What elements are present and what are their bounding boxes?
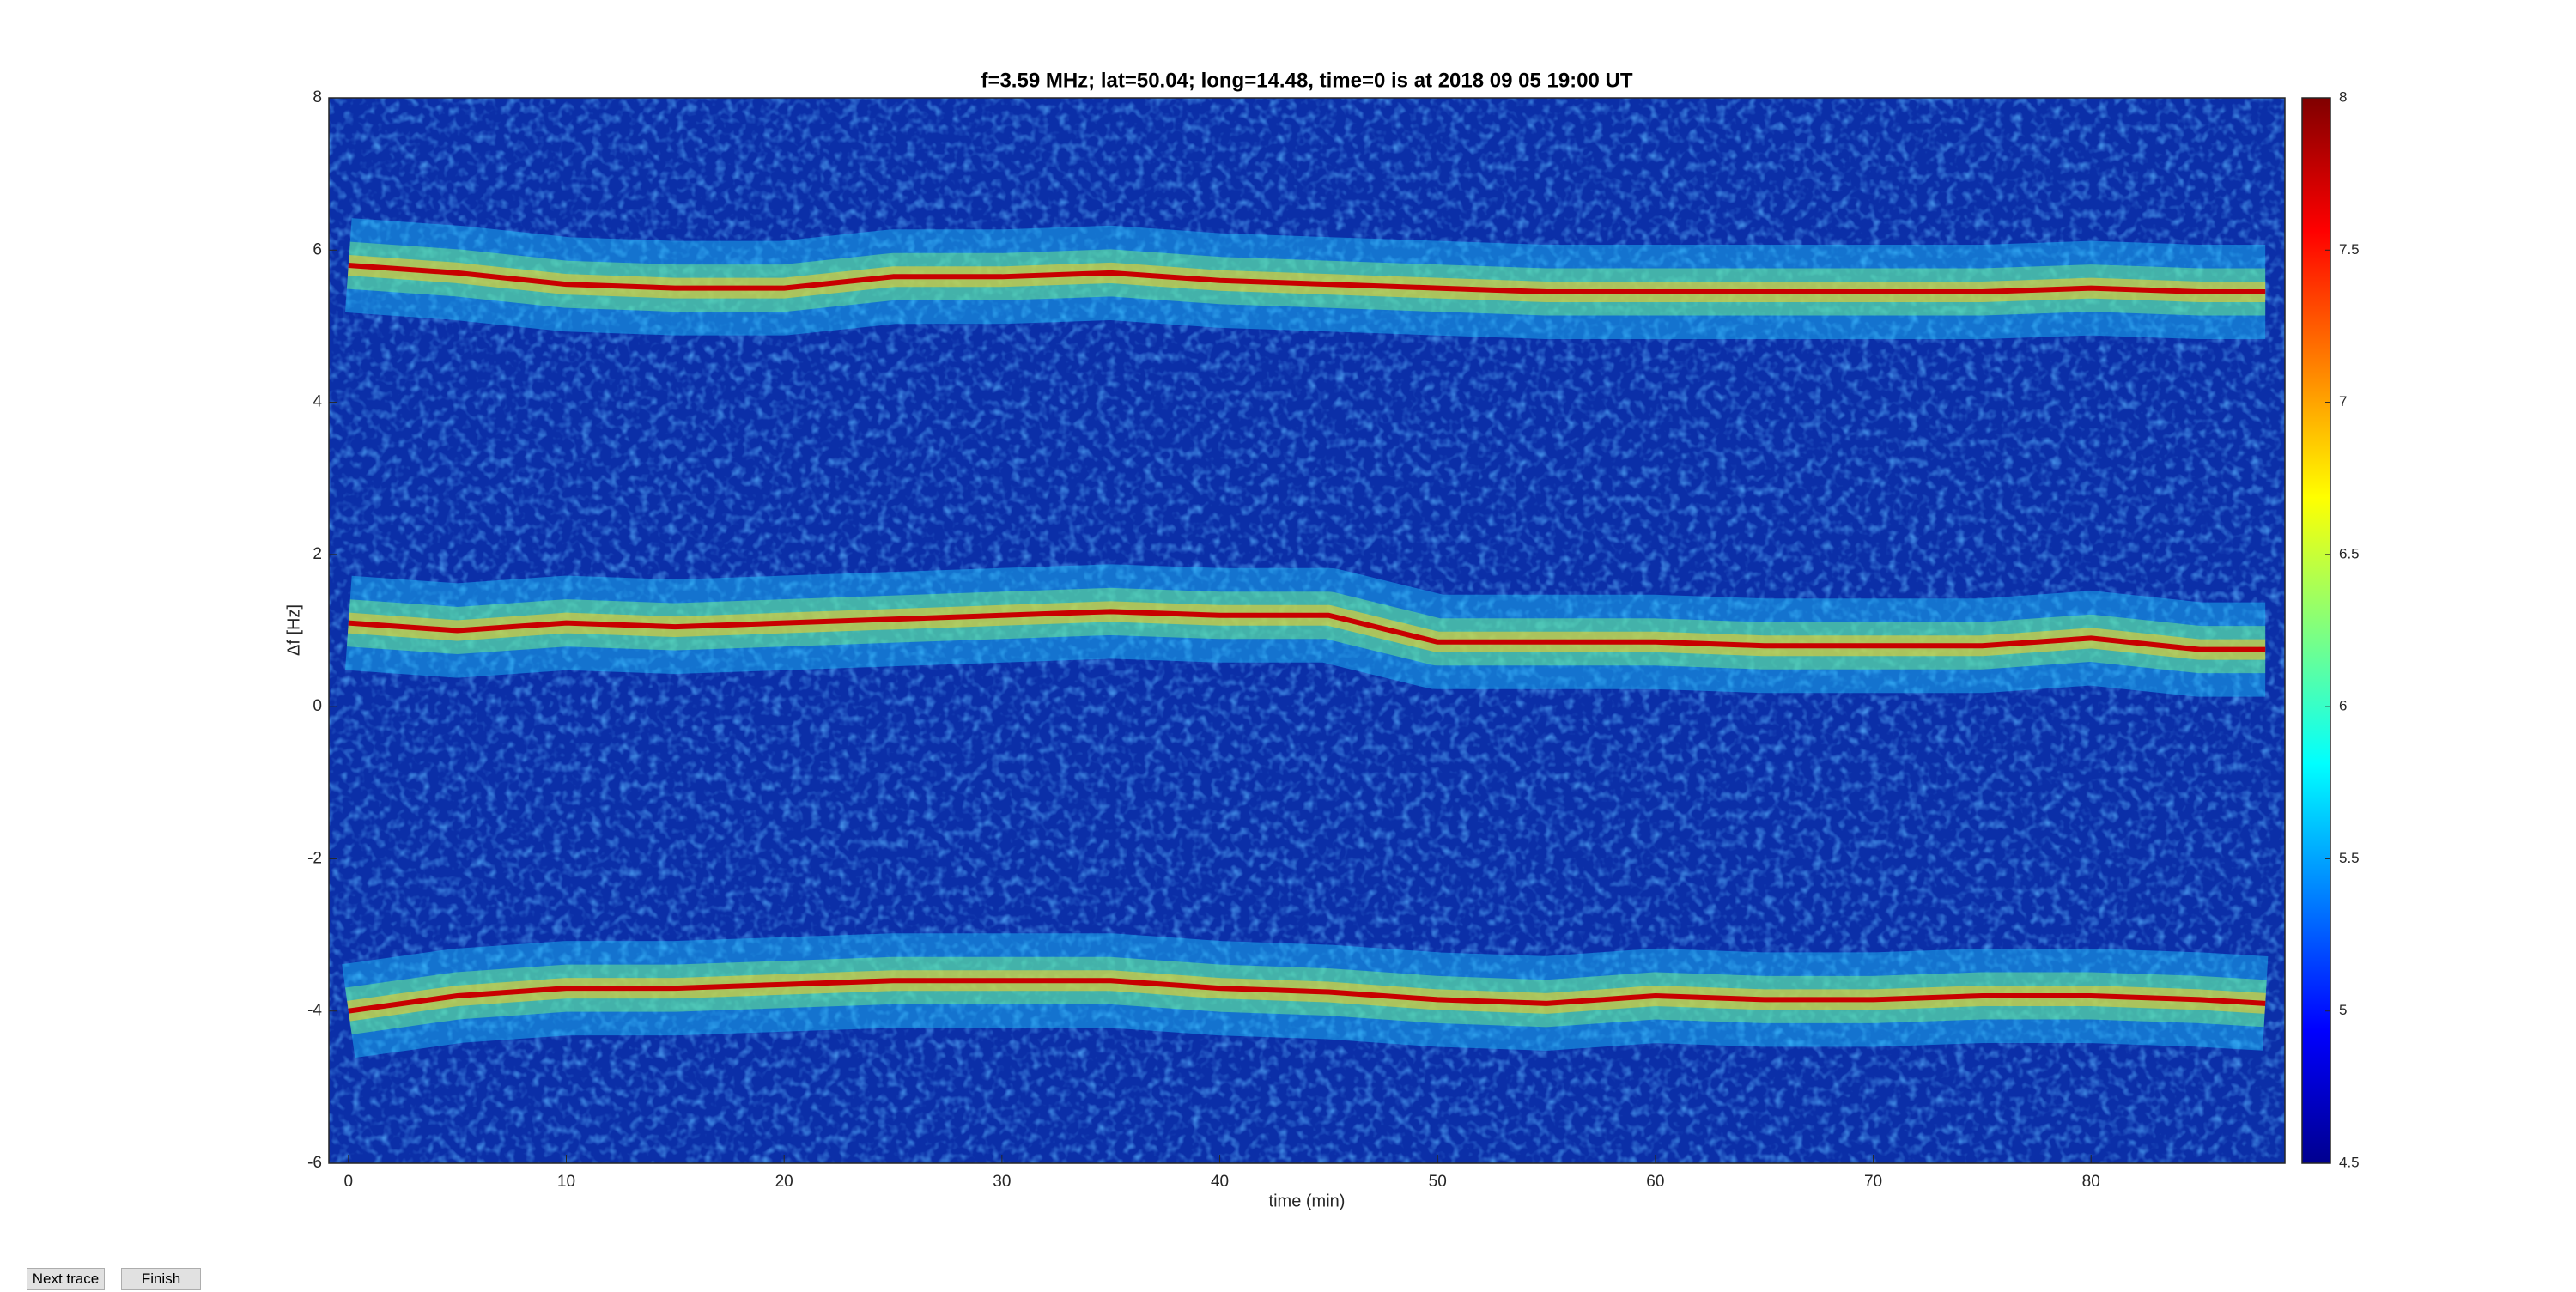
figure: f=3.59 MHz; lat=50.04; long=14.48, time=… [284, 69, 2360, 1210]
finish-button[interactable]: Finish [121, 1268, 201, 1290]
y-tick-label: 2 [313, 545, 322, 563]
x-tick-label: 60 [1646, 1173, 1664, 1191]
y-tick-label: -4 [307, 1002, 322, 1020]
colorbar-tick-label: 4.5 [2339, 1154, 2360, 1170]
trace [348, 263, 2266, 295]
colorbar-tick-label: 6.5 [2339, 545, 2360, 561]
y-tick-label: 8 [313, 88, 322, 106]
y-tick-label: 0 [313, 697, 322, 715]
next-trace-button[interactable]: Next trace [27, 1268, 105, 1290]
y-tick-label: 6 [313, 240, 322, 258]
y-axis-label: Δf [Hz] [284, 604, 303, 656]
colorbar-tick-label: 5.5 [2339, 850, 2360, 866]
colorbar [2301, 97, 2331, 1164]
x-tick-label: 30 [993, 1173, 1011, 1191]
x-tick-label: 80 [2082, 1173, 2100, 1191]
x-tick-label: 10 [557, 1173, 575, 1191]
colorbar-tick-label: 6 [2339, 698, 2347, 714]
x-axis-label: time (min) [1269, 1192, 1346, 1210]
colorbar-tick-label: 7 [2339, 393, 2347, 409]
y-tick-label: -6 [307, 1154, 322, 1172]
colorbar-tick-label: 7.5 [2339, 241, 2360, 258]
trace [348, 609, 2266, 652]
x-tick-label: 70 [1864, 1173, 1882, 1191]
x-tick-label: 50 [1429, 1173, 1447, 1191]
colorbar-tick-label: 5 [2339, 1002, 2347, 1018]
y-tick-label: 4 [313, 393, 322, 411]
colorbar-tick-label: 8 [2339, 88, 2347, 105]
plot-frame [328, 97, 2286, 1164]
y-tick-label: -2 [307, 849, 322, 867]
x-tick-label: 20 [775, 1173, 793, 1191]
x-tick-label: 40 [1211, 1173, 1229, 1191]
x-tick-label: 0 [344, 1173, 354, 1191]
trace [348, 978, 2266, 1014]
chart-title: f=3.59 MHz; lat=50.04; long=14.48, time=… [981, 69, 1632, 92]
traces [342, 218, 2269, 1058]
